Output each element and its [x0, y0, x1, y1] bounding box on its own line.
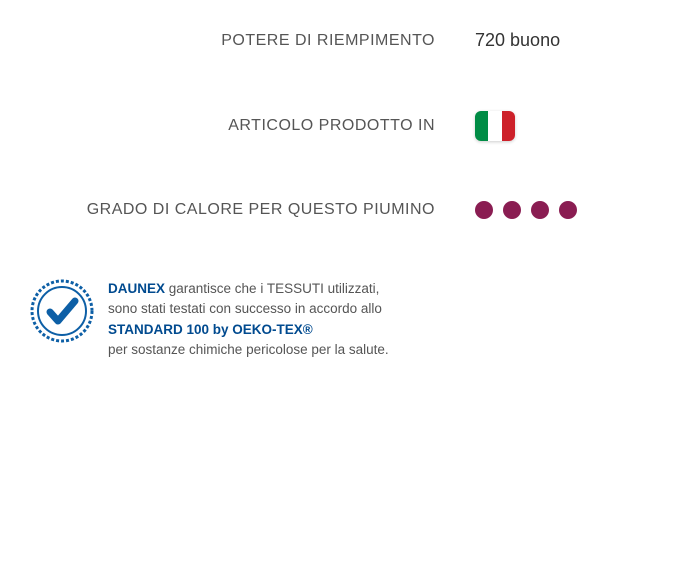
cert-line-4: per sostanze chimiche pericolose per la …	[108, 340, 389, 360]
cert-line-2: sono stati testati con successo in accor…	[108, 299, 389, 319]
spec-label: POTERE DI RIEMPIMENTO	[30, 32, 475, 50]
spec-value-made-in	[475, 111, 655, 141]
spec-value-warmth	[475, 201, 655, 219]
warmth-dot	[475, 201, 493, 219]
spec-row-made-in: ARTICOLO PRODOTTO IN	[0, 81, 685, 171]
spec-row-warmth: GRADO DI CALORE PER QUESTO PIUMINO	[0, 171, 685, 249]
cert-line-3: STANDARD 100 by OEKO-TEX®	[108, 320, 389, 340]
oeko-tex-badge-icon	[30, 279, 94, 343]
italy-flag-icon	[475, 111, 515, 141]
flag-stripe-green	[475, 111, 488, 141]
warmth-dots	[475, 201, 655, 219]
warmth-dot	[559, 201, 577, 219]
flag-stripe-red	[502, 111, 515, 141]
flag-stripe-white	[488, 111, 501, 141]
certification-box: DAUNEX garantisce che i TESSUTI utilizza…	[30, 279, 450, 360]
warmth-dot	[531, 201, 549, 219]
spec-value-fill-power: 720 buono	[475, 30, 655, 51]
cert-brand-name: DAUNEX	[108, 281, 165, 296]
spec-label: ARTICOLO PRODOTTO IN	[30, 117, 475, 135]
cert-standard-name: STANDARD 100 by OEKO-TEX®	[108, 322, 313, 337]
spec-row-fill-power: POTERE DI RIEMPIMENTO 720 buono	[0, 0, 685, 81]
certification-text: DAUNEX garantisce che i TESSUTI utilizza…	[108, 279, 389, 360]
cert-line-1: DAUNEX garantisce che i TESSUTI utilizza…	[108, 279, 389, 299]
warmth-dot	[503, 201, 521, 219]
spec-label: GRADO DI CALORE PER QUESTO PIUMINO	[30, 201, 475, 219]
cert-line1-rest: garantisce che i TESSUTI utilizzati,	[165, 281, 379, 296]
